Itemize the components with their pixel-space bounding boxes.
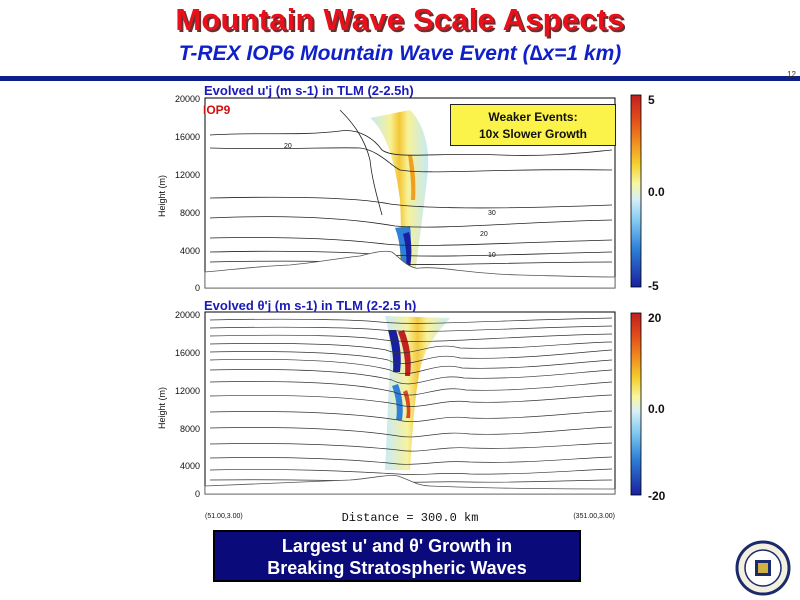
summary-box: Largest u' and θ' Growth in Breaking Str… — [213, 530, 581, 582]
y-tick-label: 0 — [195, 283, 200, 293]
note-line: 10x Slower Growth — [478, 127, 588, 141]
institution-seal-icon — [735, 540, 791, 596]
note-box: Weaker Events: 10x Slower Growth — [450, 104, 616, 146]
bottom-plot: 20000 16000 12000 8000 4000 0 Height (m)… — [157, 310, 666, 525]
summary-line: Breaking Stratospheric Waves — [267, 558, 527, 578]
y-tick-label: 8000 — [180, 424, 200, 434]
corner-right-label: (351.00,3.00) — [573, 513, 615, 520]
contour-label: 20 — [284, 143, 292, 150]
y-tick-label: 12000 — [175, 170, 200, 180]
top-colorbar — [630, 94, 642, 288]
header-rule — [0, 76, 800, 81]
y-tick-label: 16000 — [175, 348, 200, 358]
y-tick-label: 16000 — [175, 132, 200, 142]
bottom-colorbar — [630, 312, 642, 496]
colorbar-label: 0.0 — [648, 402, 665, 416]
slide-subtitle: T-REX IOP6 Mountain Wave Event (∆x=1 km) — [178, 42, 622, 65]
y-axis-label: Height (m) — [157, 175, 167, 217]
iop-label: IOP9 — [203, 103, 231, 117]
y-tick-label: 20000 — [175, 94, 200, 104]
y-tick-label: 4000 — [180, 246, 200, 256]
contour-label: 20 — [480, 231, 488, 238]
colorbar-label: -20 — [648, 489, 666, 503]
top-panel-title: Evolved u'j (m s-1) in TLM (2-2.5h) — [204, 83, 414, 98]
x-axis-label: Distance = 300.0 km — [342, 511, 479, 525]
colorbar-label: -5 — [648, 279, 659, 293]
top-plot: 20 30 20 10 20000 16000 12000 8000 4000 … — [157, 93, 665, 293]
contour-label: 30 — [488, 210, 496, 217]
note-line: Weaker Events: — [488, 110, 578, 124]
y-axis-label: Height (m) — [157, 387, 167, 429]
y-tick-label: 8000 — [180, 208, 200, 218]
page-number: 12 — [787, 70, 796, 79]
colorbar-label: 5 — [648, 93, 655, 107]
bottom-panel-title: Evolved θ'j (m s-1) in TLM (2-2.5 h) — [204, 298, 417, 313]
y-tick-label: 0 — [195, 489, 200, 499]
y-tick-label: 20000 — [175, 310, 200, 320]
colorbar-label: 20 — [648, 311, 662, 325]
y-tick-label: 4000 — [180, 461, 200, 471]
slide-title: Mountain Wave Scale Aspects — [175, 2, 625, 37]
summary-line: Largest u' and θ' Growth in — [281, 536, 513, 556]
contour-label: 10 — [488, 252, 496, 259]
corner-left-label: (51.00,3.00) — [205, 513, 243, 520]
colorbar-label: 0.0 — [648, 185, 665, 199]
y-tick-label: 12000 — [175, 386, 200, 396]
